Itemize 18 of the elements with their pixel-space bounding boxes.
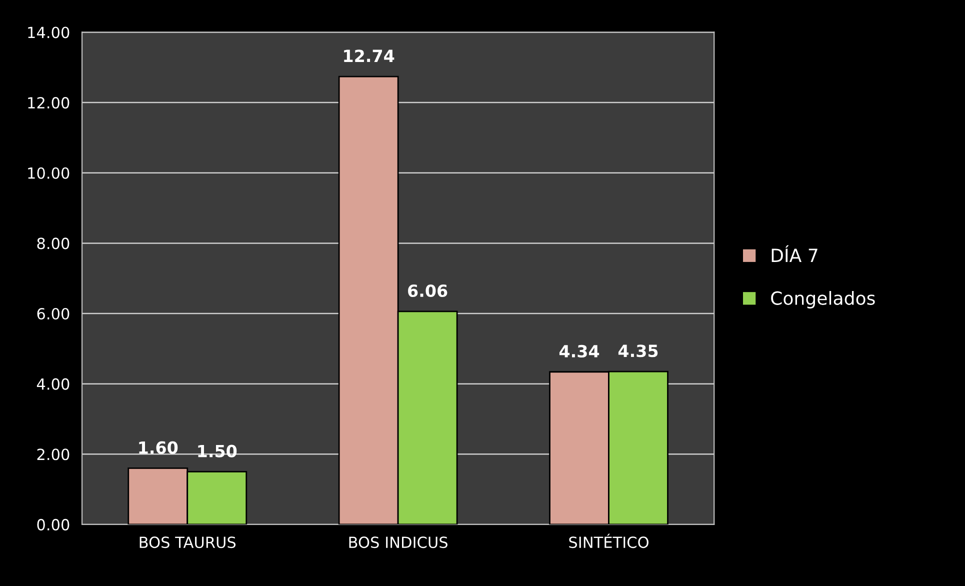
y-tick-label: 4.00 bbox=[36, 378, 70, 390]
y-tick-label: 6.00 bbox=[37, 308, 70, 320]
y-tick-label: 2.00 bbox=[37, 448, 70, 460]
data-label: 4.35 bbox=[618, 344, 658, 358]
y-tick-label: 0.00 bbox=[37, 518, 70, 530]
legend-label: DÍA 7 bbox=[772, 245, 818, 262]
x-tick-label: BOS TAURUS bbox=[140, 536, 236, 548]
y-tick-label: 8.00 bbox=[37, 238, 70, 250]
data-label: 4.34 bbox=[559, 344, 600, 358]
data-label: 1.60 bbox=[139, 441, 178, 454]
y-tick-label: 12.00 bbox=[28, 97, 70, 109]
x-tick-label: SINTÉTICO bbox=[569, 534, 648, 548]
data-label: 12.74 bbox=[344, 50, 394, 62]
y-tick-label: 10.00 bbox=[28, 167, 70, 179]
legend-label: Congelados bbox=[771, 290, 875, 308]
y-tick-label: 14.00 bbox=[28, 26, 70, 38]
x-tick-label: BOS INDICUS bbox=[349, 536, 448, 548]
data-label: 6.06 bbox=[408, 284, 448, 298]
